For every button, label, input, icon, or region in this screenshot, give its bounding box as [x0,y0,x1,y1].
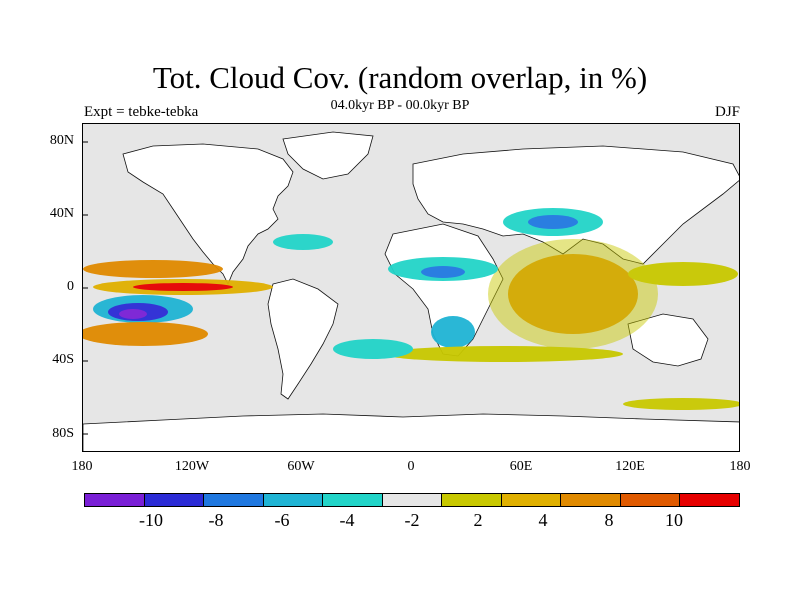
pos-anomaly-s-indian [383,346,623,362]
lat-label-80n: 80N [49,133,74,148]
neg-anomaly-pacific-peak [119,309,147,319]
lon-label-0: 0 [407,459,415,474]
frame-ticks [83,141,88,435]
pos-anomaly-southern-ocean [623,398,739,410]
lat-label-80s: 80S [52,426,74,441]
neg-anomaly-s-atlantic [333,339,413,359]
plot-title: Tot. Cloud Cov. (random overlap, in %) [152,60,648,95]
lon-label-120e: 120E [615,459,645,474]
landmasses [83,131,739,451]
colorbar-segment-1 [144,494,205,506]
colorbar-label: 10 [665,510,683,530]
colorbar-label: 8 [604,510,614,530]
north-america [122,143,294,285]
colorbar-segment-2 [204,494,264,506]
colorbar-segment-4 [323,494,383,506]
colorbar-label: -4 [339,510,355,530]
eurasia [412,145,739,265]
season-label: DJF [714,104,740,120]
pos-anomaly-w-pacific [628,262,738,286]
anomaly-contours [83,208,739,410]
map-panel [82,123,740,452]
lon-label-60e: 60E [509,459,533,474]
pos-anomaly-eq-pacific-peak [133,283,233,291]
greenland [282,131,374,180]
experiment-label: Expt = tebke-tebka [84,104,199,120]
lat-label-0: 0 [67,279,74,294]
plot-subtitle: 04.0kyr BP - 00.0kyr BP [330,98,470,113]
antarctica [83,413,739,451]
lat-label-40s: 40S [52,352,74,367]
lon-label-60w: 60W [287,459,315,474]
colorbar-segment-3 [263,494,324,506]
neg-anomaly-n-atlantic [273,234,333,250]
colorbar [84,493,740,507]
south-america [267,278,339,400]
colorbar-label: 2 [473,510,483,530]
pos-anomaly-indian-ocean [508,254,638,334]
lat-label-40n: 40N [49,206,74,221]
neg-anomaly-n-africa-core [421,266,465,278]
colorbar-segment-10 [680,494,740,506]
colorbar-segment-6 [442,494,502,506]
colorbar-segment-9 [620,494,681,506]
colorbar-segment-5 [382,494,443,506]
colorbar-segment-8 [561,494,621,506]
colorbar-label: -2 [404,510,420,530]
lon-label-180e: 180 [729,459,751,474]
lon-label-180w: 180 [71,459,93,474]
colorbar-segment-7 [501,494,562,506]
colorbar-label: -6 [274,510,290,530]
pos-anomaly-n-pacific [83,260,223,278]
neg-anomaly-s-africa [431,316,475,348]
pos-anomaly-s-pacific [83,322,208,346]
colorbar-segment-0 [85,494,145,506]
lon-label-120w: 120W [174,459,210,474]
colorbar-label: -10 [139,510,163,530]
pos-anomaly-indian-halo [488,239,658,349]
anomaly-field [83,124,739,451]
colorbar-label: 4 [538,510,548,530]
australia [627,313,709,367]
colorbar-label: -8 [208,510,224,530]
neg-anomaly-mideast-core [528,215,578,229]
